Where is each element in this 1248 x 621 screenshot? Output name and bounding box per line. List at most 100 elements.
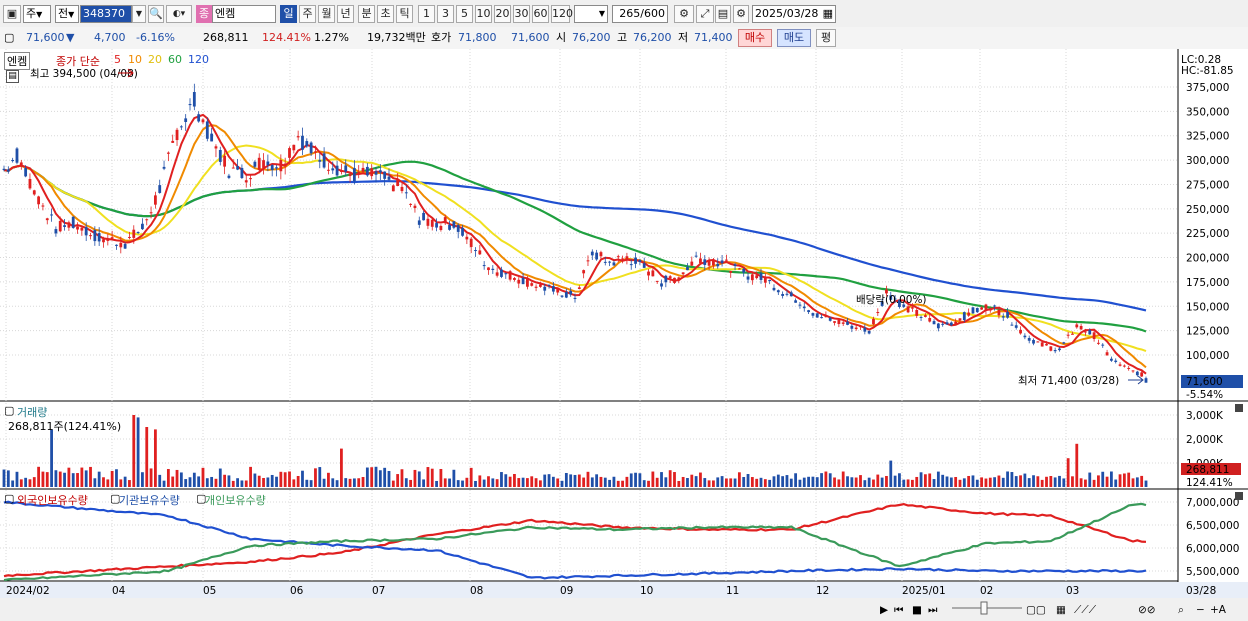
- candle-body: [616, 256, 620, 258]
- layout-icon-2[interactable]: ▦: [1056, 604, 1066, 616]
- sell-button[interactable]: 매도: [777, 29, 811, 47]
- chart-canvas[interactable]: 375,000 350,000 325,000 300,000 275,000 250,0…: [0, 49, 1248, 621]
- type-select[interactable]: 주▼: [23, 5, 51, 23]
- layout-icon-1[interactable]: ▢▢: [1026, 604, 1046, 616]
- volume-bar: [1127, 472, 1131, 487]
- zoom-out-icon[interactable]: −: [1196, 604, 1205, 616]
- candle-body: [439, 225, 443, 231]
- candle-body: [599, 252, 603, 257]
- type-label: 주: [26, 7, 37, 20]
- calendar-icon[interactable]: ▦: [822, 7, 833, 20]
- code-input[interactable]: 348370: [80, 5, 132, 23]
- gear-icon[interactable]: ⚙: [733, 5, 749, 23]
- candle-body: [1045, 344, 1048, 346]
- volume-bar: [58, 471, 62, 487]
- volume-bar: [67, 467, 71, 487]
- volume-bar: [28, 479, 32, 487]
- volume-bar: [872, 479, 875, 487]
- volume-bar: [763, 479, 767, 487]
- ma-10[interactable]: 10: [128, 53, 142, 66]
- volume-bar: [1075, 443, 1079, 487]
- candle-body: [188, 104, 192, 106]
- period-year[interactable]: 년: [337, 5, 354, 23]
- window-icon[interactable]: ▣: [3, 5, 21, 23]
- candle-body: [270, 165, 274, 171]
- interval-20[interactable]: 20: [494, 5, 511, 23]
- zoom-in-icon[interactable]: ⌕: [1178, 604, 1184, 616]
- candle-body: [621, 258, 624, 260]
- interval-custom[interactable]: ▼: [574, 5, 608, 23]
- candle-body: [1019, 329, 1022, 334]
- interval-30[interactable]: 30: [513, 5, 530, 23]
- candle-body: [335, 165, 339, 176]
- stock-name-field[interactable]: 엔켐: [212, 5, 276, 23]
- stop-icon[interactable]: ■: [912, 604, 922, 616]
- volume-bar: [205, 478, 209, 487]
- volume-bar: [184, 479, 188, 487]
- interval-120[interactable]: 120: [551, 5, 573, 23]
- period-day[interactable]: 일: [280, 5, 297, 23]
- holdings-series-foreign[interactable]: 외국인보유수량: [17, 494, 88, 507]
- panel-settings-icon[interactable]: ▤: [6, 70, 19, 83]
- code-dropdown-icon[interactable]: ▼: [132, 5, 146, 23]
- scroll-right-icon[interactable]: ▶: [880, 604, 889, 616]
- period-tick[interactable]: 틱: [396, 5, 413, 23]
- price-panel-name[interactable]: 엔켐: [4, 52, 31, 70]
- scroll-first-icon[interactable]: ⏮: [894, 604, 904, 616]
- volume-bar: [1027, 478, 1031, 487]
- interval-10[interactable]: 10: [475, 5, 492, 23]
- search-icon[interactable]: 🔍: [148, 5, 164, 23]
- interval-1[interactable]: 1: [418, 5, 435, 23]
- volume-bar: [534, 478, 538, 487]
- ma-20[interactable]: 20: [148, 53, 162, 66]
- history-icon[interactable]: ◐▾: [166, 5, 192, 23]
- period-week[interactable]: 주: [299, 5, 316, 23]
- zoom-slider-handle[interactable]: [980, 601, 988, 615]
- holdings-title-icon: ▢: [4, 492, 15, 505]
- volume-bar: [115, 469, 118, 487]
- volume-panel-close-icon[interactable]: [1235, 404, 1243, 412]
- candle-body: [742, 268, 746, 273]
- scroll-last-icon[interactable]: ⏭: [928, 604, 938, 616]
- holdings-series-individual[interactable]: 개인보유수량: [205, 494, 266, 507]
- volume-bar: [132, 415, 136, 487]
- draw-tool-icon[interactable]: ⤢: [696, 5, 714, 23]
- volume-bar: [309, 480, 313, 487]
- draw-line-icon[interactable]: ⟋⟋⟋: [1074, 604, 1097, 616]
- candle-body: [136, 232, 140, 234]
- interval-60[interactable]: 60: [532, 5, 549, 23]
- period-minute[interactable]: 분: [358, 5, 375, 23]
- date-field[interactable]: 2025/03/28 ▦: [752, 5, 836, 23]
- volume-panel-title[interactable]: 거래량: [17, 406, 48, 419]
- candle-body: [898, 300, 901, 307]
- volume-bar: [686, 478, 689, 487]
- volume-bar: [340, 448, 343, 487]
- holdings-panel-close-icon[interactable]: [1235, 492, 1243, 500]
- period-month[interactable]: 월: [318, 5, 335, 23]
- candle-body: [365, 166, 369, 176]
- volume-bar: [1023, 473, 1027, 487]
- text-size-icon[interactable]: +A: [1210, 604, 1227, 616]
- volume-bar: [1062, 478, 1066, 487]
- ma-120[interactable]: 120: [188, 53, 209, 66]
- candle-body: [1049, 346, 1053, 351]
- count-field[interactable]: 265/600: [612, 5, 668, 23]
- tool-icons[interactable]: ⊘⊘: [1138, 604, 1156, 616]
- holdings-series-institution[interactable]: 기관보유수량: [119, 494, 180, 507]
- dividend-label: 배당락(0.00%): [856, 294, 927, 306]
- candle-body: [997, 309, 1001, 316]
- interval-3[interactable]: 3: [437, 5, 454, 23]
- buy-button[interactable]: 매수: [738, 29, 772, 47]
- candle-body: [1027, 337, 1031, 341]
- eval-button[interactable]: 평: [816, 29, 836, 47]
- ma-60[interactable]: 60: [168, 53, 182, 66]
- interval-5[interactable]: 5: [456, 5, 473, 23]
- ma-5[interactable]: 5: [114, 53, 121, 66]
- save-icon[interactable]: ▤: [715, 5, 731, 23]
- volume-bar: [383, 467, 387, 487]
- candle-body: [491, 268, 495, 270]
- market-select[interactable]: 전▼: [55, 5, 79, 23]
- candle-body: [76, 226, 79, 230]
- period-second[interactable]: 초: [377, 5, 394, 23]
- candle-settings-icon[interactable]: ⚙: [674, 5, 694, 23]
